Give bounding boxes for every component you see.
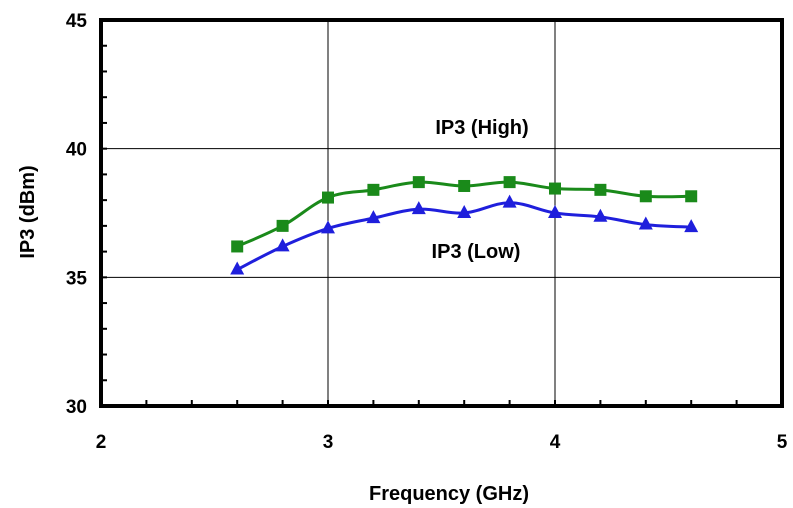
- x-tick-label: 5: [777, 432, 788, 453]
- data-point-square: [276, 219, 289, 232]
- data-point-triangle: [411, 201, 426, 215]
- plot-area-frame: [99, 18, 784, 408]
- y-tick-label: 35: [66, 268, 88, 289]
- series-layer: [230, 176, 699, 275]
- annotation-ip3-low: IP3 (Low): [432, 241, 521, 263]
- series-ip3-high: [231, 176, 698, 253]
- data-point-square: [367, 183, 380, 196]
- data-point-triangle: [502, 194, 517, 208]
- data-point-triangle: [275, 238, 290, 252]
- data-point-triangle: [548, 204, 562, 218]
- data-point-square: [503, 176, 516, 189]
- data-point-square: [322, 191, 334, 204]
- data-point-triangle: [366, 210, 381, 224]
- x-axis-title: Frequency (GHz): [369, 483, 529, 505]
- data-point-square: [594, 183, 607, 196]
- x-tick-label: 3: [323, 432, 334, 453]
- data-point-triangle: [593, 208, 608, 222]
- y-axis-title: IP3 (dBm): [17, 165, 39, 258]
- data-point-triangle: [457, 204, 472, 218]
- y-tick-label: 45: [66, 11, 88, 32]
- gridlines: [101, 20, 782, 406]
- series-ip3-low: [230, 194, 699, 275]
- data-point-square: [412, 176, 425, 189]
- x-tick-label: 4: [550, 432, 561, 453]
- data-point-square: [549, 182, 561, 195]
- data-point-triangle: [230, 261, 245, 275]
- data-point-triangle: [321, 220, 335, 234]
- data-point-square: [685, 190, 698, 203]
- y-tick-label: 40: [66, 140, 87, 161]
- data-point-triangle: [684, 219, 699, 233]
- annotation-ip3-high: IP3 (High): [435, 117, 528, 139]
- data-point-square: [639, 190, 652, 203]
- data-point-square: [458, 179, 471, 192]
- x-tick-label: 2: [96, 432, 107, 453]
- y-tick-label: 30: [66, 397, 87, 418]
- data-point-triangle: [638, 216, 653, 230]
- data-point-square: [231, 240, 244, 253]
